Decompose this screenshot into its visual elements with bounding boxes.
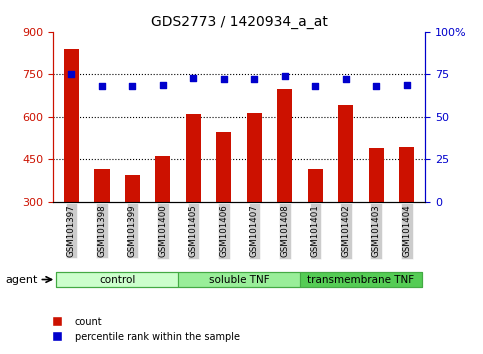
Text: GSM101408: GSM101408 xyxy=(280,205,289,257)
Title: GDS2773 / 1420934_a_at: GDS2773 / 1420934_a_at xyxy=(151,16,327,29)
Point xyxy=(128,84,136,89)
Text: GSM101407: GSM101407 xyxy=(250,205,259,257)
Bar xyxy=(247,113,262,287)
Point xyxy=(68,72,75,77)
Text: GSM101399: GSM101399 xyxy=(128,205,137,257)
Text: transmembrane TNF: transmembrane TNF xyxy=(308,274,414,285)
Text: GSM101398: GSM101398 xyxy=(98,205,106,257)
Text: GSM101405: GSM101405 xyxy=(189,205,198,257)
FancyBboxPatch shape xyxy=(56,272,178,287)
Text: GSM101404: GSM101404 xyxy=(402,205,411,257)
Text: control: control xyxy=(99,274,135,285)
Text: GSM101400: GSM101400 xyxy=(158,205,168,257)
Point xyxy=(342,76,350,82)
Bar xyxy=(308,169,323,287)
Bar xyxy=(216,132,231,287)
Text: GSM101403: GSM101403 xyxy=(372,205,381,257)
Point xyxy=(251,76,258,82)
FancyBboxPatch shape xyxy=(178,272,300,287)
Text: soluble TNF: soluble TNF xyxy=(209,274,270,285)
Point xyxy=(159,82,167,87)
Point xyxy=(403,82,411,87)
Text: GSM101401: GSM101401 xyxy=(311,205,320,257)
Point xyxy=(220,76,227,82)
Bar xyxy=(125,175,140,287)
Point xyxy=(98,84,106,89)
Bar xyxy=(186,114,201,287)
Text: agent: agent xyxy=(5,274,38,285)
Text: GSM101397: GSM101397 xyxy=(67,205,76,257)
Legend: count, percentile rank within the sample: count, percentile rank within the sample xyxy=(43,313,243,346)
Bar xyxy=(94,169,110,287)
Text: GSM101406: GSM101406 xyxy=(219,205,228,257)
Bar xyxy=(369,148,384,287)
Point xyxy=(189,75,197,81)
Point xyxy=(281,73,289,79)
FancyBboxPatch shape xyxy=(300,272,422,287)
Point xyxy=(372,84,380,89)
Bar xyxy=(155,156,170,287)
Bar xyxy=(399,147,414,287)
Bar xyxy=(277,88,292,287)
Point xyxy=(312,84,319,89)
Bar xyxy=(338,105,354,287)
Text: GSM101402: GSM101402 xyxy=(341,205,350,257)
Bar xyxy=(64,49,79,287)
